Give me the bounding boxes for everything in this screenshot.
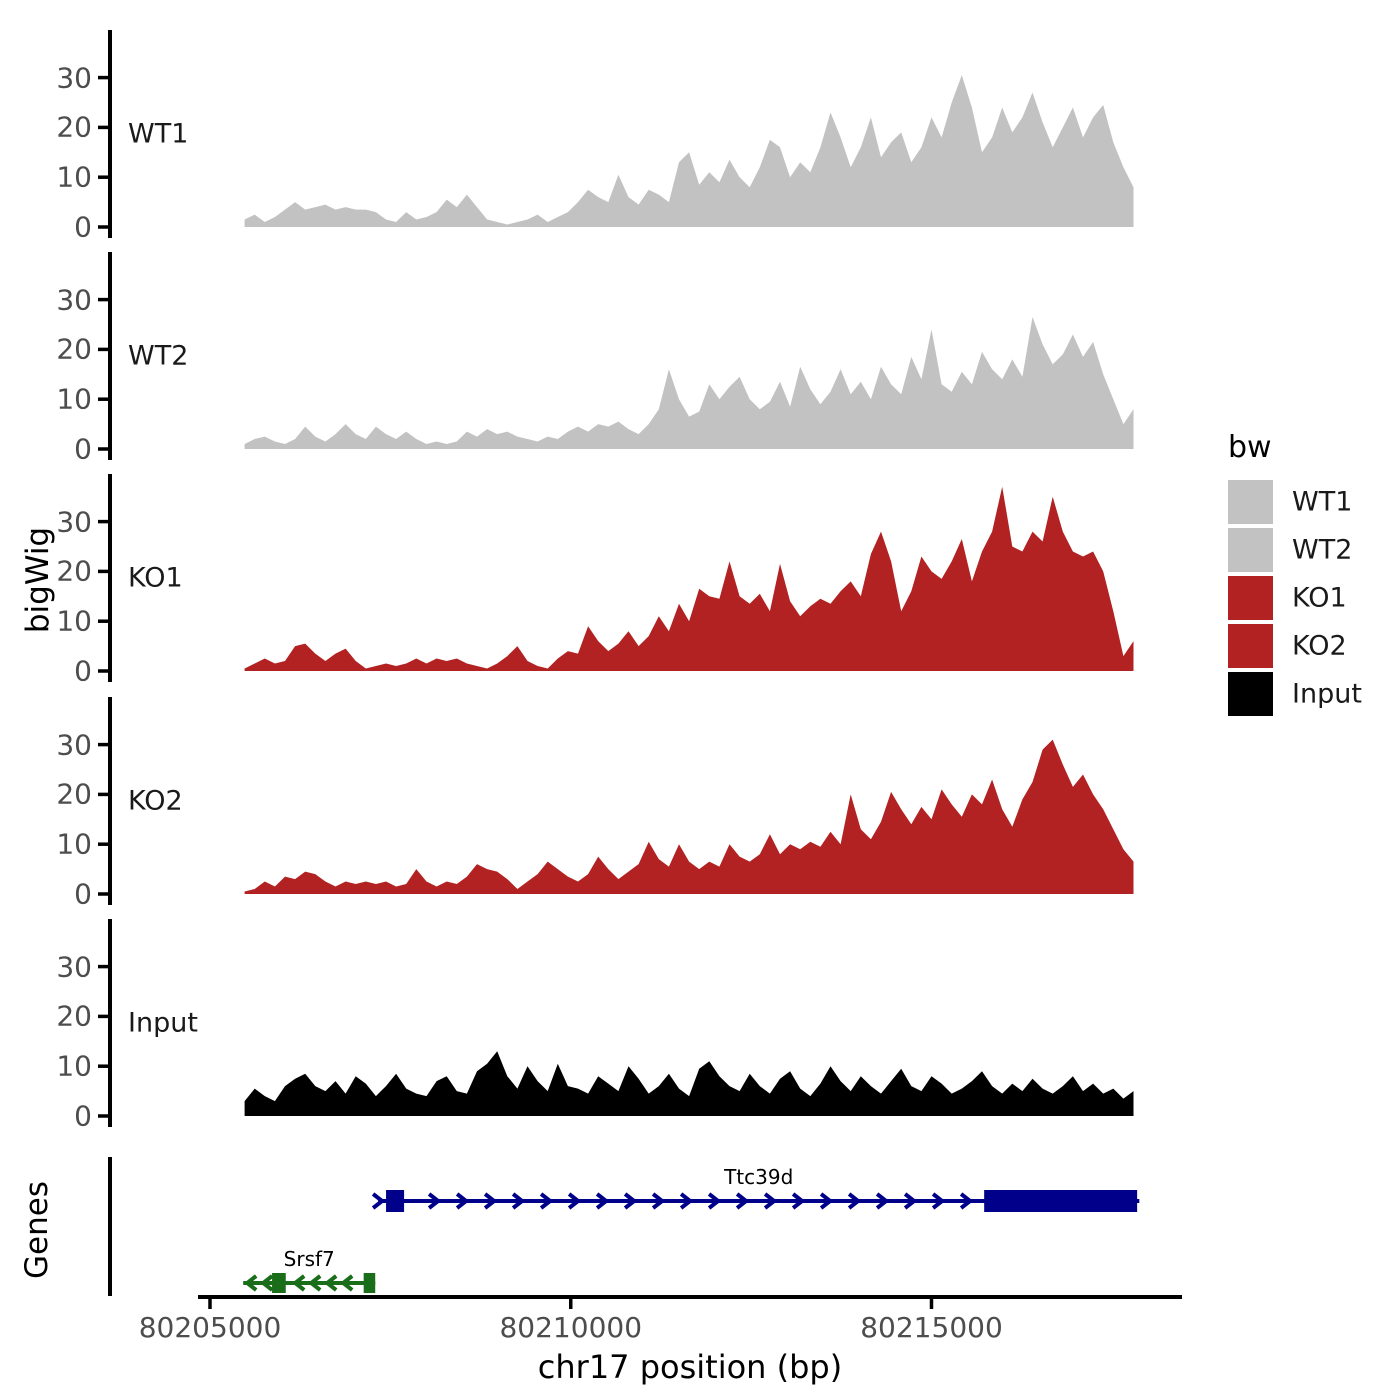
y-tick-label-Input-20: 20 (56, 999, 92, 1033)
coverage-area-KO1 (244, 486, 1134, 671)
legend-label-KO2: KO2 (1292, 630, 1347, 662)
y-tick-label-WT1-10: 10 (56, 160, 92, 194)
gene-label-Srsf7: Srsf7 (283, 1247, 335, 1271)
strand-arrow-Ttc39d (707, 1192, 722, 1210)
legend-swatch-Input (1228, 672, 1273, 716)
strand-arrow-Ttc39d (903, 1192, 918, 1210)
strand-arrow-Ttc39d (931, 1192, 946, 1210)
legend-swatch-WT2 (1228, 528, 1273, 572)
legend-label-WT1: WT1 (1292, 486, 1353, 518)
y-tick-label-WT1-0: 0 (74, 210, 92, 244)
strand-arrow-Ttc39d (371, 1192, 386, 1210)
y-tick-label-Input-10: 10 (56, 1049, 92, 1083)
strand-arrow-Ttc39d (483, 1192, 498, 1210)
y-tick-label-Input-0: 0 (74, 1099, 92, 1133)
legend-swatch-KO1 (1228, 576, 1273, 620)
strand-arrow-Ttc39d (819, 1192, 834, 1210)
legend-swatch-KO2 (1228, 624, 1273, 668)
coverage-area-KO2 (244, 739, 1134, 894)
legend-label-KO1: KO1 (1292, 582, 1347, 614)
x-tick-label-80215000: 80215000 (860, 1311, 1003, 1344)
coverage-area-Input (244, 1051, 1134, 1116)
x-axis-title: chr17 position (bp) (537, 1348, 843, 1386)
strand-arrow-Ttc39d (679, 1192, 694, 1210)
strand-arrow-Ttc39d (567, 1192, 582, 1210)
strand-arrow-Ttc39d (763, 1192, 778, 1210)
track-label-WT2: WT2 (128, 340, 189, 372)
strand-arrow-Ttc39d (791, 1192, 806, 1210)
strand-arrow-Ttc39d (623, 1192, 638, 1210)
gene-label-Ttc39d: Ttc39d (724, 1165, 794, 1189)
legend-label-WT2: WT2 (1292, 534, 1353, 566)
y-tick-label-KO2-20: 20 (56, 777, 92, 811)
strand-arrow-Ttc39d (595, 1192, 610, 1210)
coverage-area-WT2 (244, 317, 1134, 449)
strand-arrow-Ttc39d (651, 1192, 666, 1210)
strand-arrow-Ttc39d (539, 1192, 554, 1210)
y-tick-label-KO1-20: 20 (56, 554, 92, 588)
y-tick-label-KO2-10: 10 (56, 827, 92, 861)
strand-arrow-Ttc39d (455, 1192, 470, 1210)
y-tick-label-KO1-30: 30 (56, 505, 92, 539)
y-tick-label-KO2-30: 30 (56, 728, 92, 762)
strand-arrow-Srsf7 (307, 1274, 322, 1292)
y-tick-label-WT2-30: 30 (56, 283, 92, 317)
strand-arrow-Ttc39d (735, 1192, 750, 1210)
genes-axis-title: Genes (19, 1181, 55, 1279)
exon-Ttc39d-1 (386, 1190, 405, 1212)
y-tick-label-WT2-10: 10 (56, 382, 92, 416)
strand-arrow-Ttc39d (875, 1192, 890, 1210)
coverage-area-WT1 (244, 75, 1134, 227)
track-label-Input: Input (128, 1007, 198, 1039)
y-tick-label-Input-30: 30 (56, 950, 92, 984)
strand-arrow-Srsf7 (323, 1274, 338, 1292)
y-tick-label-KO1-0: 0 (74, 654, 92, 688)
y-tick-label-WT2-20: 20 (56, 332, 92, 366)
legend-label-Input: Input (1292, 678, 1362, 710)
legend-swatch-WT1 (1228, 480, 1273, 524)
y-tick-label-WT1-20: 20 (56, 110, 92, 144)
track-label-WT1: WT1 (128, 118, 189, 150)
strand-arrow-Ttc39d (511, 1192, 526, 1210)
strand-arrow-Srsf7 (259, 1274, 274, 1292)
track-label-KO1: KO1 (128, 562, 183, 594)
x-tick-label-80205000: 80205000 (138, 1311, 282, 1344)
strand-arrow-Ttc39d (959, 1192, 974, 1210)
strand-arrow-Srsf7 (243, 1274, 258, 1292)
y-tick-label-KO2-0: 0 (74, 877, 92, 911)
y-tick-label-KO1-10: 10 (56, 604, 92, 638)
exon-Ttc39d-2 (984, 1190, 1138, 1212)
legend-title: bw (1228, 430, 1272, 465)
strand-arrow-Ttc39d (427, 1192, 442, 1210)
strand-arrow-Ttc39d (847, 1192, 862, 1210)
strand-arrow-Srsf7 (339, 1274, 354, 1292)
x-tick-label-80210000: 80210000 (499, 1311, 643, 1344)
strand-arrow-Srsf7 (291, 1274, 306, 1292)
exon-Srsf7-2 (363, 1273, 376, 1293)
exon-Srsf7-1 (272, 1273, 286, 1293)
y-tick-label-WT2-0: 0 (74, 432, 92, 466)
y-tick-label-WT1-30: 30 (56, 61, 92, 95)
track-label-KO2: KO2 (128, 785, 183, 817)
